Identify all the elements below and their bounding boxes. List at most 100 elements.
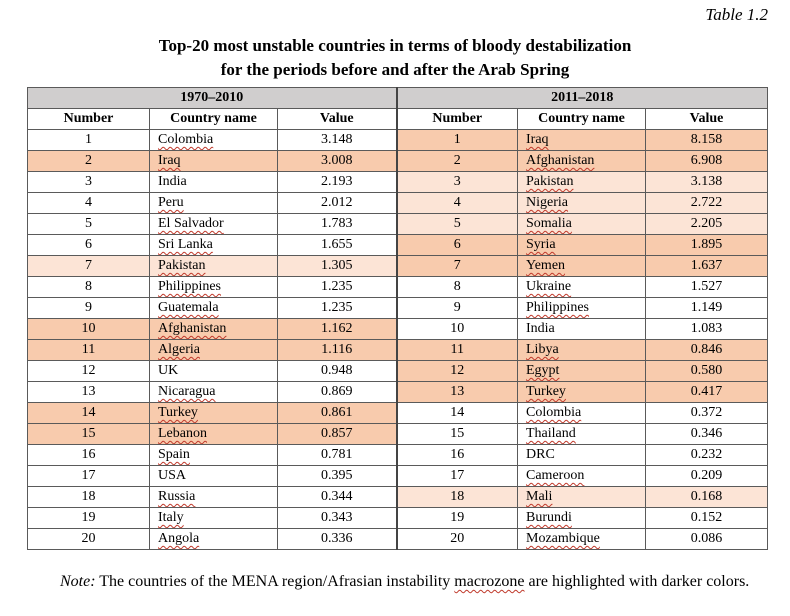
left-number-cell: 15 (27, 423, 150, 445)
left-country-cell: Turkey (149, 402, 278, 424)
country-name: DRC (526, 447, 555, 462)
right-value-cell: 1.637 (645, 255, 768, 277)
country-name: Turkey (526, 384, 566, 399)
left-number-cell: 20 (27, 528, 150, 550)
country-name: Philippines (158, 279, 222, 294)
right-country-cell: Afghanistan (517, 150, 646, 172)
table-label: Table 1.2 (705, 5, 768, 24)
right-number-cell: 1 (395, 129, 518, 151)
left-country-cell: El Salvador (149, 213, 278, 235)
country-name: Philippines (526, 300, 590, 315)
country-name: Russia (158, 489, 196, 504)
table-title: Top-20 most unstable countries in terms … (0, 34, 790, 82)
right-country-cell: Philippines (517, 297, 646, 319)
table-note: Note: The countries of the MENA region/A… (27, 572, 772, 592)
left-number-cell: 4 (27, 192, 150, 214)
left-country-cell: Pakistan (149, 255, 278, 277)
left-value-cell: 1.655 (277, 234, 397, 256)
right-value-cell: 1.895 (645, 234, 768, 256)
right-number-cell: 10 (395, 318, 518, 340)
column-header-value: Value (645, 108, 768, 130)
left-country-cell: Sri Lanka (149, 234, 278, 256)
country-name: Yemen (526, 258, 566, 273)
country-name: India (158, 174, 187, 189)
right-value-cell: 2.205 (645, 213, 768, 235)
table-row: 6 Sri Lanka 1.655 6 Syria 1.895 (27, 234, 768, 256)
left-value-cell: 3.148 (277, 129, 397, 151)
left-value-cell: 1.162 (277, 318, 397, 340)
table-row: 4 Peru 2.012 4 Nigeria 2.722 (27, 192, 768, 214)
right-number-cell: 14 (395, 402, 518, 424)
right-country-cell: Mali (517, 486, 646, 508)
right-country-cell: India (517, 318, 646, 340)
left-number-cell: 11 (27, 339, 150, 361)
country-name: Thailand (526, 426, 576, 441)
right-country-cell: Turkey (517, 381, 646, 403)
right-number-cell: 11 (395, 339, 518, 361)
country-name: Syria (526, 237, 556, 252)
left-country-cell: USA (149, 465, 278, 487)
left-number-cell: 1 (27, 129, 150, 151)
table-row: 2 Iraq 3.008 2 Afghanistan 6.908 (27, 150, 768, 172)
right-country-cell: Egypt (517, 360, 646, 382)
country-name: Spain (158, 447, 190, 462)
table-row: 10 Afghanistan 1.162 10 India 1.083 (27, 318, 768, 340)
right-value-cell: 0.846 (645, 339, 768, 361)
right-number-cell: 2 (395, 150, 518, 172)
title-line-2: for the periods before and after the Ara… (220, 60, 570, 79)
column-header-number: Number (27, 108, 150, 130)
right-value-cell: 1.083 (645, 318, 768, 340)
left-country-cell: Philippines (149, 276, 278, 298)
note-underlined-word: macrozone (454, 573, 525, 590)
right-number-cell: 9 (395, 297, 518, 319)
right-country-cell: Colombia (517, 402, 646, 424)
left-number-cell: 8 (27, 276, 150, 298)
left-number-cell: 16 (27, 444, 150, 466)
table-row: 14 Turkey 0.861 14 Colombia 0.372 (27, 402, 768, 424)
right-country-cell: Pakistan (517, 171, 646, 193)
left-value-cell: 2.193 (277, 171, 397, 193)
country-name: Lebanon (158, 426, 207, 441)
left-value-cell: 0.344 (277, 486, 397, 508)
left-number-cell: 17 (27, 465, 150, 487)
right-value-cell: 0.346 (645, 423, 768, 445)
left-value-cell: 3.008 (277, 150, 397, 172)
right-number-cell: 5 (395, 213, 518, 235)
right-country-cell: Burundi (517, 507, 646, 529)
left-country-cell: Russia (149, 486, 278, 508)
left-country-cell: Italy (149, 507, 278, 529)
country-name: Algeria (158, 342, 200, 357)
right-value-cell: 8.158 (645, 129, 768, 151)
country-name: Burundi (526, 510, 572, 525)
left-number-cell: 2 (27, 150, 150, 172)
right-value-cell: 0.580 (645, 360, 768, 382)
left-value-cell: 1.235 (277, 276, 397, 298)
country-name: Peru (158, 195, 184, 210)
table-row: 7 Pakistan 1.305 7 Yemen 1.637 (27, 255, 768, 277)
country-name: Sri Lanka (158, 237, 213, 252)
right-value-cell: 0.372 (645, 402, 768, 424)
table-row: 5 El Salvador 1.783 5 Somalia 2.205 (27, 213, 768, 235)
right-number-cell: 6 (395, 234, 518, 256)
left-number-cell: 14 (27, 402, 150, 424)
left-number-cell: 18 (27, 486, 150, 508)
left-value-cell: 0.861 (277, 402, 397, 424)
period-header-left: 1970–2010 (27, 87, 397, 109)
left-value-cell: 0.343 (277, 507, 397, 529)
country-name: UK (158, 363, 179, 378)
left-value-cell: 0.869 (277, 381, 397, 403)
right-number-cell: 3 (395, 171, 518, 193)
title-line-1: Top-20 most unstable countries in terms … (158, 36, 632, 55)
country-name: Pakistan (526, 174, 574, 189)
right-number-cell: 20 (395, 528, 518, 550)
left-number-cell: 6 (27, 234, 150, 256)
right-country-cell: Somalia (517, 213, 646, 235)
left-number-cell: 3 (27, 171, 150, 193)
right-country-cell: Mozambique (517, 528, 646, 550)
table-row: 1 Colombia 3.148 1 Iraq 8.158 (27, 129, 768, 151)
table-row: 17 USA 0.395 17 Cameroon 0.209 (27, 465, 768, 487)
table-row: 13 Nicaragua 0.869 13 Turkey 0.417 (27, 381, 768, 403)
note-text-after: are highlighted with darker colors. (524, 573, 750, 590)
left-country-cell: UK (149, 360, 278, 382)
instability-table: 1970–2010 2011–2018 Number Country name … (27, 87, 768, 550)
